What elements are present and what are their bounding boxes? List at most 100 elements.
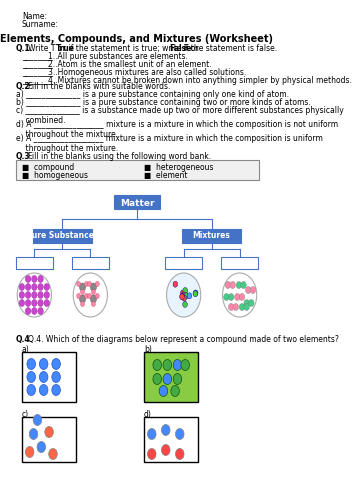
Circle shape (44, 300, 49, 306)
Circle shape (249, 300, 254, 306)
Circle shape (250, 286, 256, 294)
Text: ■  heterogeneous: ■ heterogeneous (144, 163, 214, 172)
Text: if the statement is true; write F or: if the statement is true; write F or (66, 44, 201, 53)
FancyBboxPatch shape (22, 352, 76, 402)
Circle shape (163, 374, 172, 384)
FancyBboxPatch shape (16, 160, 259, 180)
Circle shape (52, 358, 60, 370)
Circle shape (90, 295, 96, 303)
Text: if the statement is false.: if the statement is false. (181, 44, 277, 53)
FancyBboxPatch shape (144, 352, 198, 402)
Circle shape (80, 290, 84, 294)
Circle shape (163, 360, 172, 370)
Circle shape (32, 292, 37, 298)
Circle shape (25, 292, 31, 298)
Text: ■  element: ■ element (144, 171, 187, 180)
FancyBboxPatch shape (114, 195, 160, 209)
Circle shape (95, 294, 99, 298)
Circle shape (49, 448, 57, 460)
FancyBboxPatch shape (72, 257, 109, 269)
Circle shape (45, 426, 53, 438)
Circle shape (38, 276, 43, 282)
Circle shape (161, 444, 170, 456)
Circle shape (182, 295, 186, 301)
Circle shape (25, 276, 31, 282)
Circle shape (153, 360, 161, 370)
Text: ________ .: ________ . (22, 76, 58, 85)
Circle shape (38, 292, 43, 298)
Circle shape (19, 292, 25, 298)
Circle shape (173, 360, 182, 370)
Circle shape (77, 282, 80, 286)
Text: 2. Atom is the smallest unit of an element.: 2. Atom is the smallest unit of an eleme… (48, 60, 212, 69)
Circle shape (233, 304, 239, 310)
Circle shape (244, 304, 249, 310)
Text: Q.2.: Q.2. (16, 82, 33, 91)
Text: e) A __________________ mixture is a mixture in which the composition is uniform: e) A __________________ mixture is a mix… (16, 134, 323, 154)
Circle shape (222, 273, 257, 317)
Circle shape (52, 372, 60, 382)
Circle shape (244, 300, 249, 306)
Circle shape (38, 284, 43, 290)
Text: Fill in the blanks using the following word bank.: Fill in the blanks using the following w… (28, 152, 211, 161)
Circle shape (33, 414, 42, 426)
Text: c): c) (22, 410, 29, 419)
FancyBboxPatch shape (221, 257, 258, 269)
Circle shape (184, 292, 189, 298)
Text: Elements, Compounds, and Mixtures (Worksheet): Elements, Compounds, and Mixtures (Works… (0, 34, 274, 44)
Circle shape (180, 290, 185, 296)
Circle shape (32, 276, 37, 282)
Circle shape (80, 302, 84, 306)
Circle shape (173, 281, 178, 287)
Text: a): a) (22, 345, 30, 354)
Text: d): d) (144, 410, 152, 419)
Circle shape (88, 282, 91, 286)
Circle shape (19, 284, 25, 290)
Text: 4. Mixtures cannot be broken down into anything simpler by physical methods.: 4. Mixtures cannot be broken down into a… (48, 76, 352, 85)
Circle shape (224, 294, 229, 300)
Circle shape (40, 358, 48, 370)
Circle shape (44, 292, 49, 298)
Text: ________ .: ________ . (22, 52, 58, 61)
Circle shape (44, 284, 49, 290)
Circle shape (32, 308, 37, 314)
Circle shape (32, 300, 37, 306)
Circle shape (91, 290, 95, 294)
Circle shape (38, 308, 43, 314)
Circle shape (25, 284, 31, 290)
Text: Q.3.: Q.3. (16, 152, 33, 161)
Circle shape (88, 294, 91, 298)
Text: ________ .: ________ . (22, 60, 58, 69)
Circle shape (25, 446, 34, 458)
Circle shape (175, 448, 184, 460)
Circle shape (171, 386, 179, 396)
Text: Surname:: Surname: (22, 20, 59, 29)
Circle shape (37, 442, 46, 452)
Text: False: False (170, 44, 192, 53)
Circle shape (17, 273, 52, 317)
FancyBboxPatch shape (165, 257, 202, 269)
Circle shape (90, 283, 96, 291)
FancyBboxPatch shape (144, 417, 198, 462)
Text: Mixtures: Mixtures (193, 232, 231, 240)
Text: Q.1.: Q.1. (16, 44, 33, 53)
Text: b) ______________ is a pure substance containing two or more kinds of atoms.: b) ______________ is a pure substance co… (16, 98, 310, 107)
Circle shape (27, 372, 36, 382)
Circle shape (167, 273, 201, 317)
Text: Matter: Matter (120, 198, 154, 207)
Circle shape (181, 292, 186, 298)
Circle shape (245, 286, 251, 294)
Circle shape (181, 360, 190, 370)
Circle shape (25, 300, 31, 306)
Text: d) A __________________ mixture is a mixture in which the composition is not uni: d) A __________________ mixture is a mix… (16, 120, 338, 140)
FancyBboxPatch shape (16, 257, 53, 269)
Circle shape (161, 424, 170, 436)
Circle shape (84, 294, 88, 298)
Circle shape (38, 300, 43, 306)
Circle shape (228, 304, 234, 310)
Circle shape (91, 302, 95, 306)
Circle shape (159, 386, 168, 396)
Text: Fill in the blanks with suitable words.: Fill in the blanks with suitable words. (28, 82, 170, 91)
Text: Q.4. Which of the diagrams below represent a compound made of two elements?: Q.4. Which of the diagrams below represe… (28, 335, 339, 344)
Circle shape (187, 293, 192, 299)
